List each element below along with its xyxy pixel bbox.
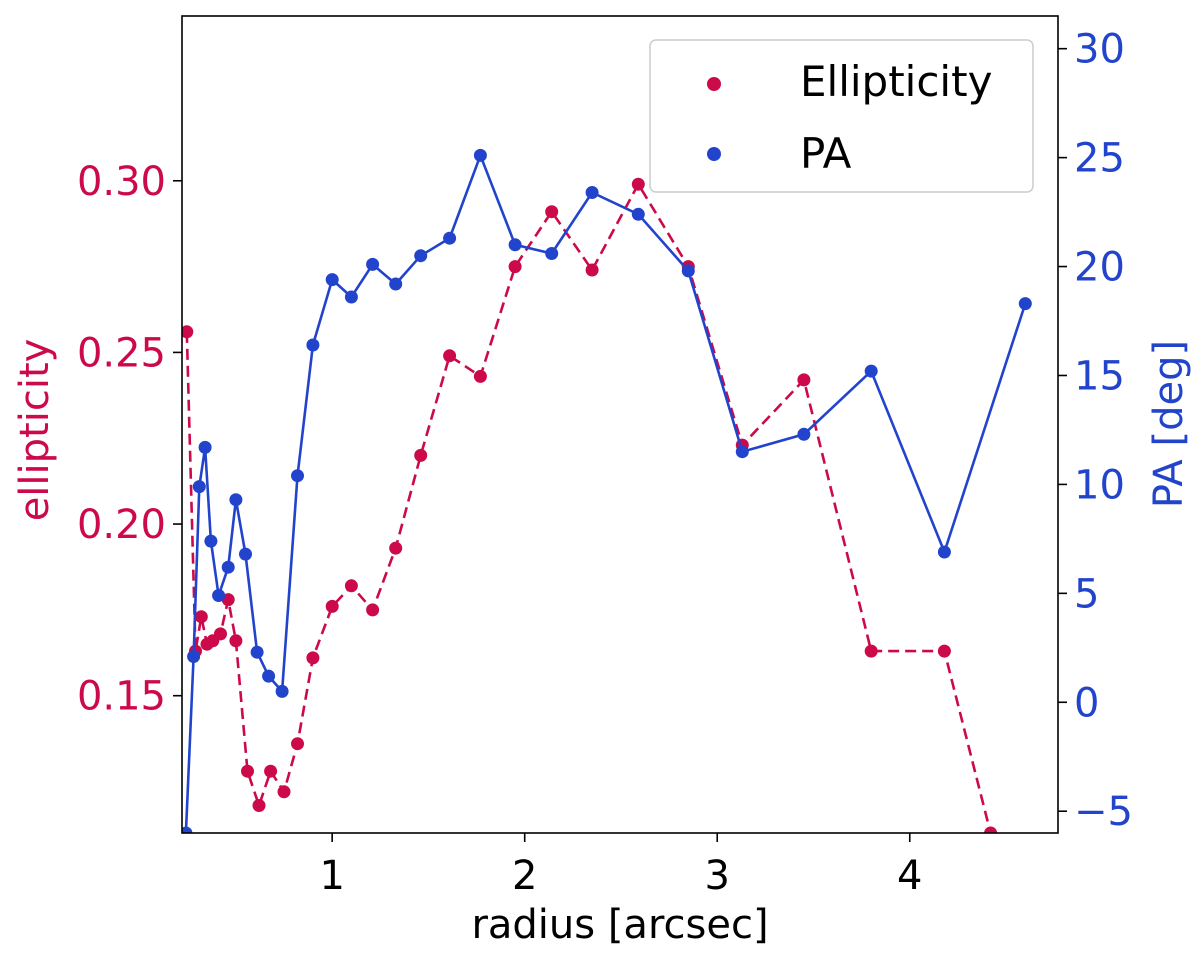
data-point-pa (182, 826, 193, 833)
data-point-ellipticity (631, 177, 645, 191)
data-point-pa (291, 469, 304, 483)
data-point-pa (204, 534, 218, 548)
axes: 1 2 3 4 0.15 0.20 0.25 0.30 −5 0 5 10 15 20 25 30 (77, 15, 1133, 899)
data-point-ellipticity (797, 373, 811, 387)
data-point-pa (1018, 297, 1032, 311)
data-point-ellipticity (937, 644, 951, 658)
x-tick-label: 1 (319, 853, 344, 899)
legend-label-pa: PA (800, 129, 852, 178)
legend-label-ellipticity: Ellipticity (800, 57, 992, 106)
y-axis-right-label: PA [deg] (1146, 340, 1192, 508)
data-point-pa (306, 338, 320, 352)
legend-frame (649, 39, 1034, 193)
data-point-pa (229, 493, 243, 507)
data-point-pa (187, 650, 201, 663)
legend-marker-ellipticity (707, 77, 721, 91)
y-right-tick-label: 20 (1074, 245, 1125, 291)
data-point-ellipticity (325, 599, 339, 613)
data-point-ellipticity (366, 603, 380, 617)
data-point-ellipticity (214, 627, 227, 641)
data-point-pa (344, 290, 358, 304)
data-point-pa (262, 669, 276, 683)
data-point-ellipticity (443, 349, 457, 363)
data-point-pa (221, 560, 235, 574)
data-point-pa (414, 249, 428, 263)
data-point-pa (545, 247, 559, 260)
data-point-pa (212, 589, 226, 602)
y-axis-left-label: ellipticity (12, 339, 58, 522)
data-point-ellipticity (252, 799, 266, 812)
data-point-ellipticity (864, 644, 878, 658)
y-right-tick-label: 10 (1074, 462, 1125, 508)
data-point-pa (239, 547, 252, 561)
y-left-tick-label: 0.30 (77, 159, 166, 205)
data-point-ellipticity (414, 448, 428, 462)
data-point-pa (585, 186, 599, 199)
data-point-ellipticity (194, 610, 208, 624)
data-point-pa (937, 545, 951, 559)
data-point-pa (508, 238, 522, 252)
data-point-pa (797, 427, 811, 441)
data-point-ellipticity (264, 764, 278, 778)
data-point-ellipticity (545, 205, 559, 219)
x-tick-label: 2 (512, 853, 537, 899)
x-tick-label: 3 (704, 853, 729, 899)
y-left-tick-label: 0.20 (77, 502, 166, 548)
data-point-ellipticity (241, 764, 254, 778)
data-point-pa (389, 277, 403, 291)
y-right-tick-label: 30 (1074, 27, 1125, 73)
data-point-ellipticity (984, 826, 998, 833)
data-point-pa (325, 273, 339, 287)
data-point-ellipticity (473, 369, 487, 383)
series-ellipticity (182, 177, 998, 833)
data-point-pa (250, 645, 264, 659)
data-point-ellipticity (389, 541, 403, 555)
data-point-pa (864, 364, 878, 378)
data-point-pa (473, 148, 487, 162)
data-point-pa (366, 257, 380, 271)
data-point-pa (735, 445, 749, 459)
series-line-pa (184, 151, 1027, 833)
data-point-pa (192, 480, 206, 494)
data-point-pa (443, 231, 457, 245)
legend: Ellipticity PA (649, 39, 1034, 193)
data-point-pa (198, 440, 212, 454)
plot-frame (181, 15, 1059, 834)
series-line-ellipticity (185, 181, 992, 833)
data-point-ellipticity (229, 634, 243, 648)
data-point-ellipticity (344, 579, 358, 593)
data-point-ellipticity (277, 785, 291, 799)
legend-marker-pa (707, 147, 721, 161)
x-tick-label: 4 (897, 853, 922, 899)
plot-area (182, 148, 1032, 833)
data-point-pa (681, 264, 695, 278)
y-right-tick-label: 5 (1074, 571, 1099, 617)
y-right-tick-label: 15 (1074, 353, 1125, 399)
data-point-ellipticity (182, 325, 194, 339)
data-point-ellipticity (508, 260, 522, 274)
data-point-pa (631, 207, 645, 221)
y-right-tick-label: −5 (1074, 789, 1133, 835)
data-point-ellipticity (585, 263, 599, 277)
y-right-tick-label: 0 (1074, 680, 1099, 726)
data-point-ellipticity (291, 737, 304, 751)
y-left-tick-label: 0.15 (77, 674, 166, 720)
y-left-tick-label: 0.25 (77, 330, 166, 376)
data-point-ellipticity (306, 651, 320, 665)
y-right-tick-label: 25 (1074, 136, 1125, 182)
data-point-pa (275, 684, 289, 698)
series-pa (182, 148, 1032, 833)
x-axis-label: radius [arcsec] (471, 902, 768, 948)
